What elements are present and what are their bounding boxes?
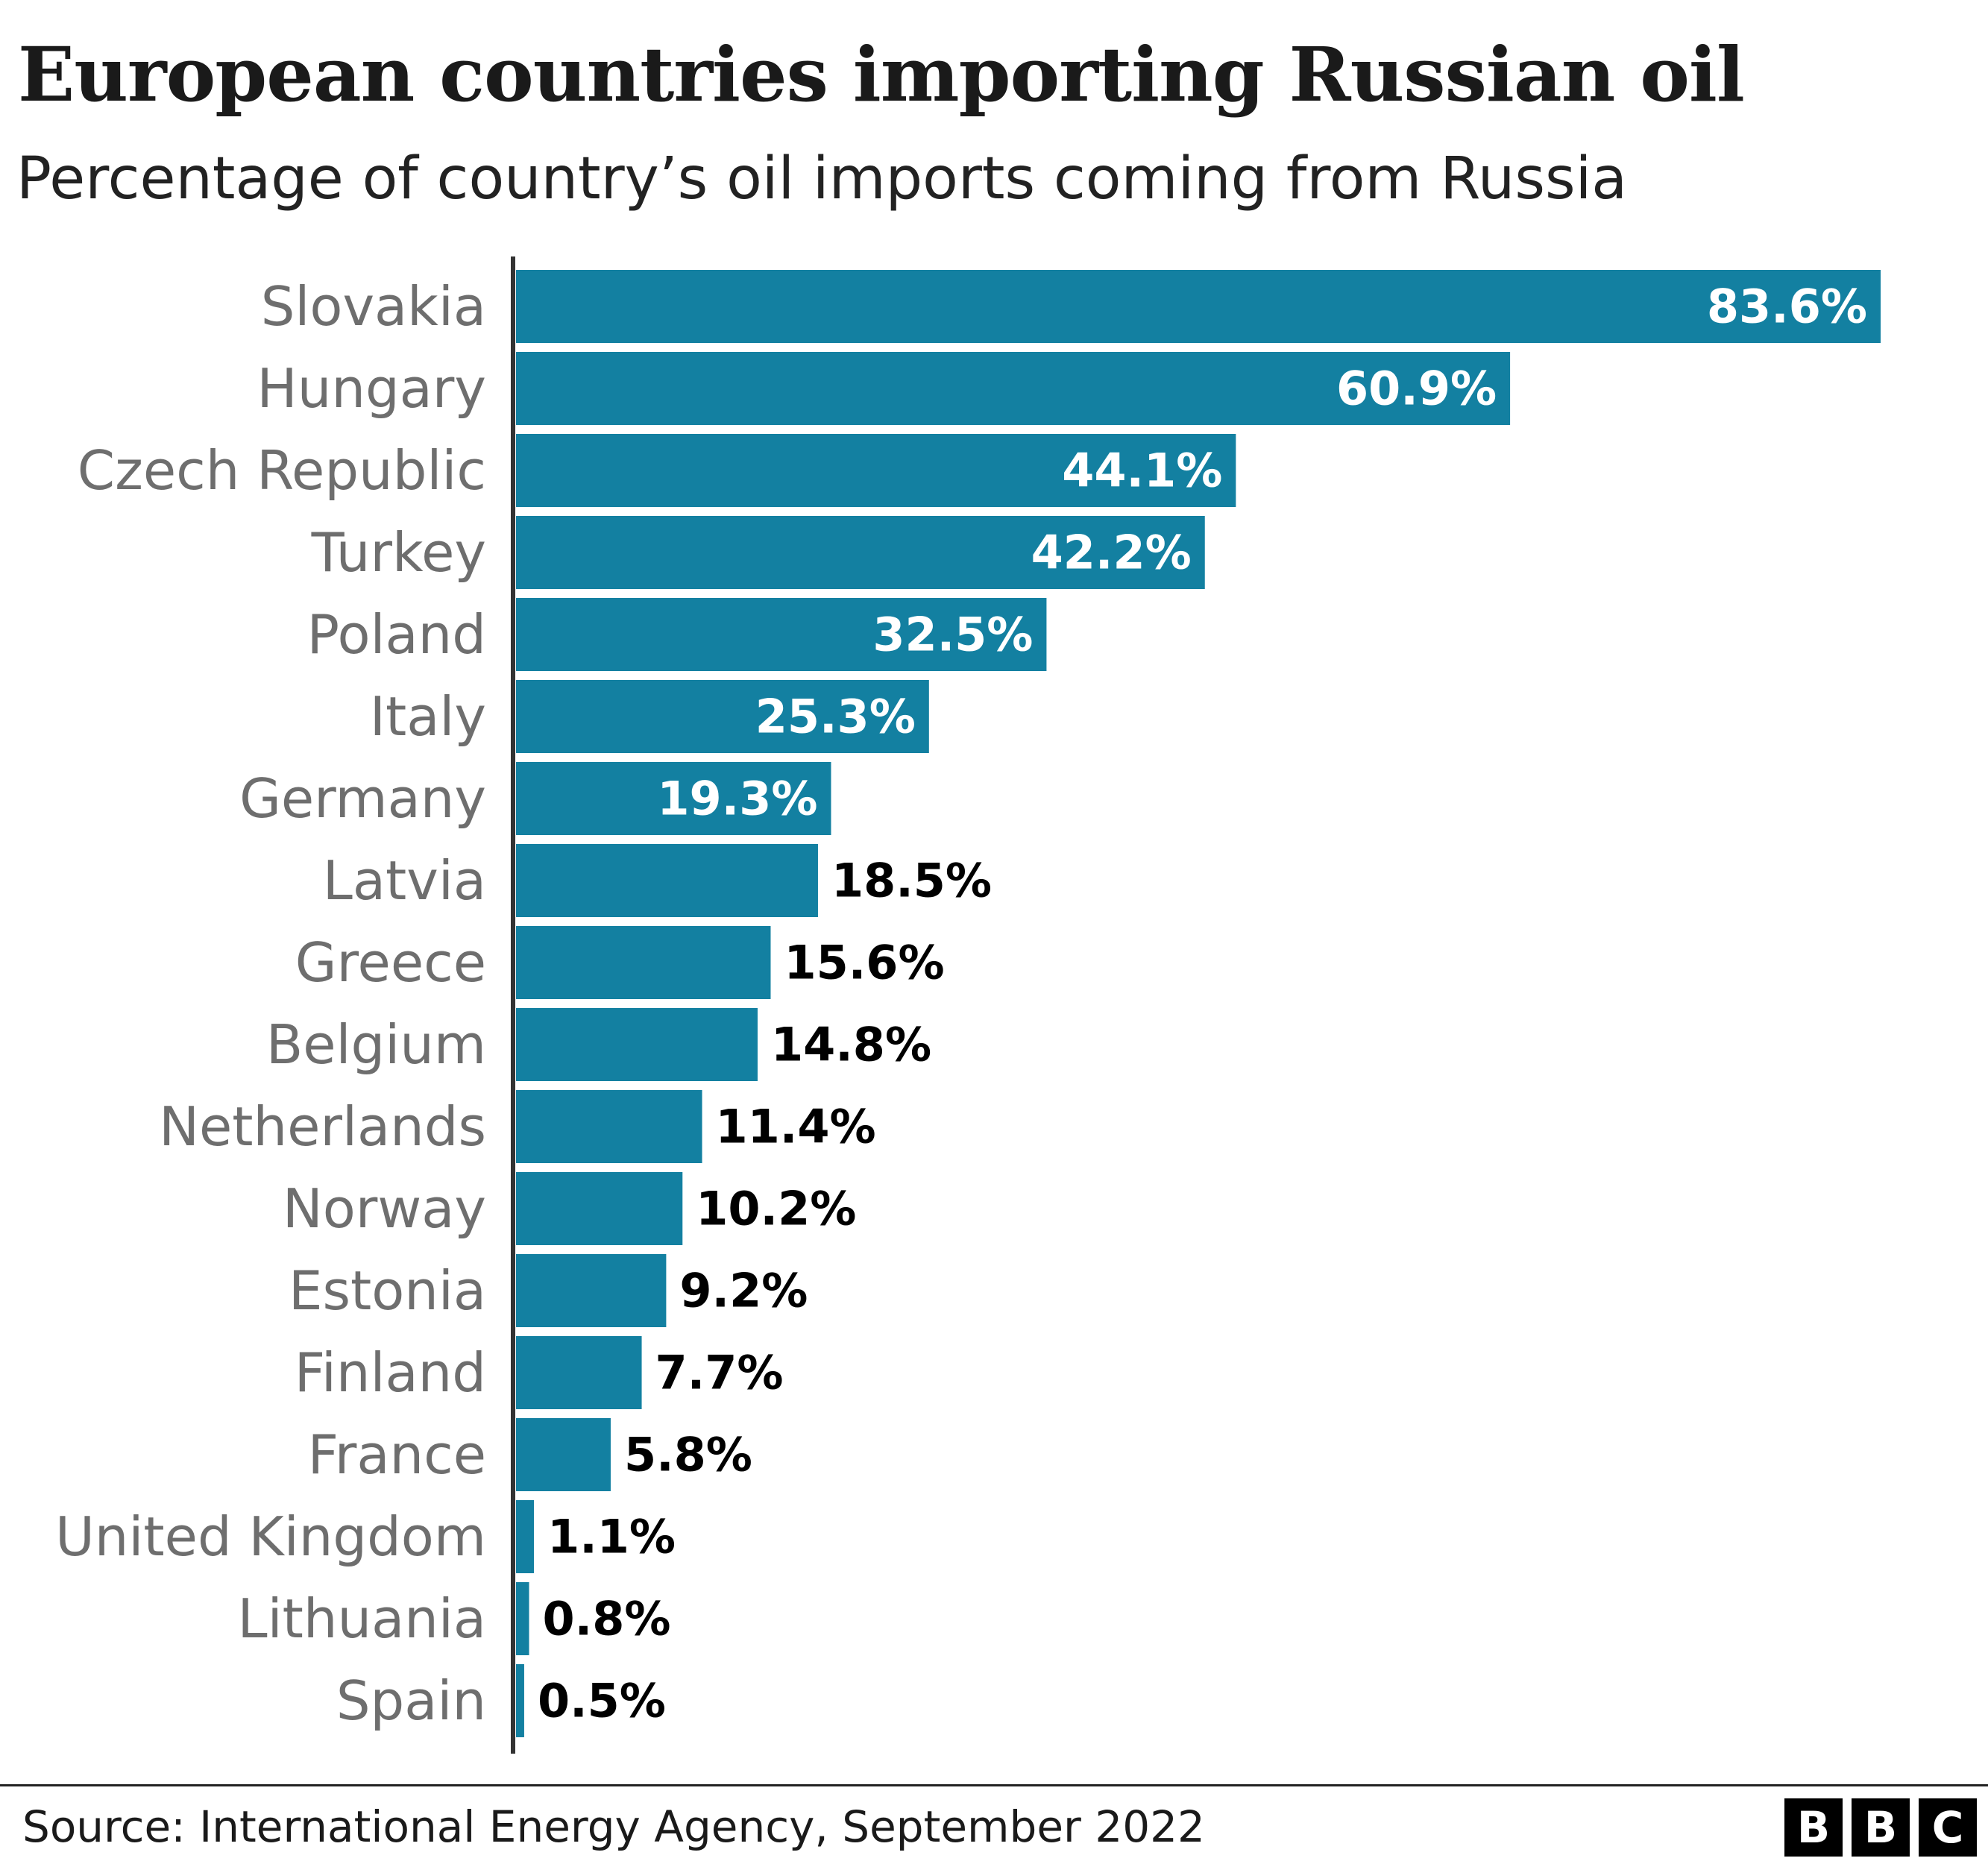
- bar-chart: Slovakia 83.6% Hungary 60.9% Czech Republic 4…: [55, 256, 1881, 1754]
- category-label-italy: Italy: [370, 685, 486, 748]
- value-label-slovakia: 83.6%: [1707, 280, 1867, 334]
- bar-france: [516, 1418, 611, 1491]
- logo-letter-b2: B: [1852, 1798, 1910, 1857]
- bar-latvia: [516, 844, 818, 917]
- bar-estonia: [516, 1254, 667, 1327]
- logo-letter-b1: B: [1784, 1798, 1843, 1857]
- category-label-turkey: Turkey: [311, 521, 486, 584]
- bar-lithuania: [516, 1582, 529, 1655]
- value-label-hungary: 60.9%: [1336, 362, 1497, 416]
- value-label-netherlands: 11.4%: [716, 1100, 876, 1154]
- value-label-italy: 25.3%: [755, 690, 916, 744]
- bar-germany: [516, 762, 831, 835]
- category-label-united-kingdom: United Kingdom: [55, 1505, 486, 1568]
- category-label-poland: Poland: [307, 603, 486, 666]
- bbc-logo: B B C: [1784, 1798, 1977, 1857]
- value-label-czech-republic: 44.1%: [1062, 444, 1222, 498]
- source-note: Source: International Energy Agency, Sep…: [22, 1801, 1205, 1852]
- bar-spain: [516, 1664, 524, 1737]
- chart-subtitle: Percentage of country’s oil imports comi…: [16, 145, 1628, 212]
- value-label-latvia: 18.5%: [831, 854, 992, 908]
- value-label-lithuania: 0.8%: [543, 1592, 671, 1646]
- category-label-slovakia: Slovakia: [261, 275, 486, 338]
- bar-norway: [516, 1172, 683, 1245]
- bar-turkey: [516, 516, 1205, 589]
- category-label-lithuania: Lithuania: [238, 1587, 487, 1650]
- bar-united-kingdom: [516, 1500, 535, 1573]
- labels-group: Slovakia 83.6% Hungary 60.9% Czech Republic 4…: [55, 275, 1867, 1732]
- value-label-germany: 19.3%: [657, 772, 817, 826]
- bars-group: [516, 270, 1881, 1737]
- bar-finland: [516, 1336, 642, 1409]
- bar-hungary: [516, 352, 1511, 425]
- category-label-germany: Germany: [239, 767, 486, 830]
- value-label-spain: 0.5%: [538, 1674, 666, 1728]
- logo-letter-c: C: [1919, 1798, 1977, 1857]
- category-label-belgium: Belgium: [266, 1013, 486, 1076]
- value-label-finland: 7.7%: [655, 1346, 784, 1400]
- bar-czech-republic: [516, 434, 1236, 507]
- value-label-poland: 32.5%: [872, 608, 1033, 662]
- footer-divider: [0, 1784, 1988, 1786]
- bar-slovakia: [516, 270, 1881, 343]
- chart-title: European countries importing Russian oil: [18, 31, 1745, 119]
- category-label-netherlands: Netherlands: [159, 1095, 486, 1158]
- category-label-france: France: [308, 1423, 486, 1486]
- bar-belgium: [516, 1008, 758, 1081]
- value-label-greece: 15.6%: [784, 936, 944, 990]
- category-label-estonia: Estonia: [289, 1259, 486, 1322]
- category-label-hungary: Hungary: [257, 357, 486, 420]
- value-label-belgium: 14.8%: [771, 1018, 931, 1072]
- value-label-estonia: 9.2%: [679, 1264, 808, 1318]
- category-label-greece: Greece: [295, 931, 486, 994]
- category-label-spain: Spain: [336, 1669, 486, 1732]
- value-label-united-kingdom: 1.1%: [547, 1510, 676, 1564]
- bar-greece: [516, 926, 771, 999]
- bar-italy: [516, 680, 929, 753]
- bar-poland: [516, 598, 1047, 671]
- value-label-turkey: 42.2%: [1031, 526, 1192, 580]
- category-label-czech-republic: Czech Republic: [78, 439, 486, 502]
- bar-netherlands: [516, 1090, 702, 1163]
- value-label-france: 5.8%: [624, 1428, 752, 1482]
- category-label-norway: Norway: [283, 1177, 486, 1240]
- value-label-norway: 10.2%: [696, 1182, 856, 1236]
- category-label-finland: Finland: [295, 1341, 486, 1404]
- category-label-latvia: Latvia: [323, 849, 486, 912]
